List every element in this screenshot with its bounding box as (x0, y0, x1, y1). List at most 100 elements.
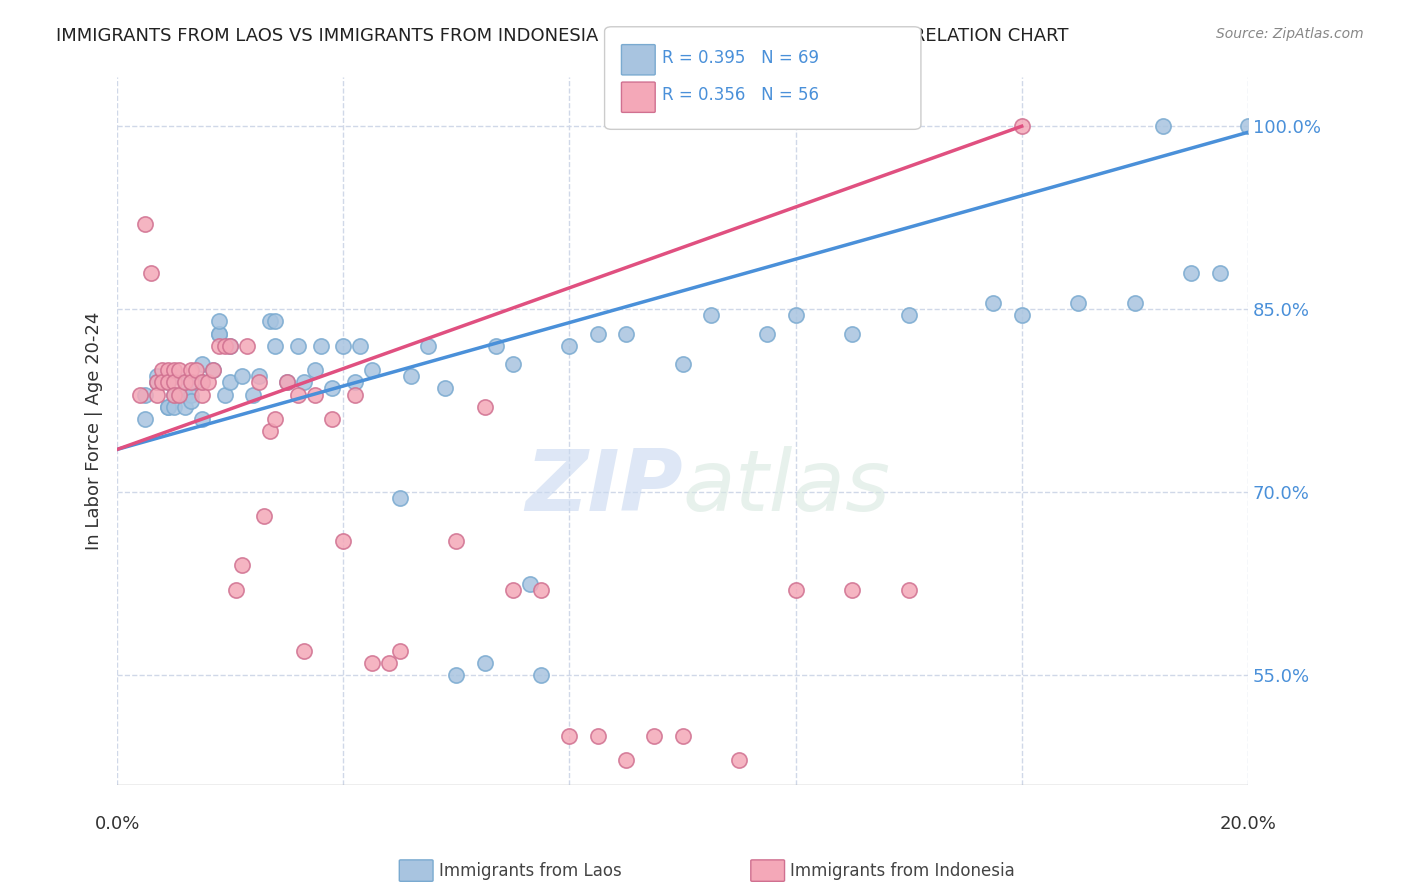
Immigrants from Laos (1152, 120, 1174, 134)
Immigrants from Laos (756, 326, 779, 341)
Immigrants from Laos (191, 357, 214, 371)
Immigrants from Indonesia (1011, 120, 1033, 134)
Immigrants from Laos (614, 326, 637, 341)
Immigrants from Indonesia (292, 643, 315, 657)
Immigrants from Laos (1180, 266, 1202, 280)
Immigrants from Indonesia (897, 582, 920, 597)
Immigrants from Indonesia (197, 376, 219, 390)
Immigrants from Indonesia (169, 363, 191, 377)
Immigrants from Indonesia (169, 387, 191, 401)
Immigrants from Indonesia (728, 753, 751, 767)
Immigrants from Laos (134, 387, 156, 401)
Immigrants from Laos (174, 387, 197, 401)
Immigrants from Indonesia (202, 363, 225, 377)
Immigrants from Laos (208, 326, 231, 341)
Immigrants from Laos (700, 308, 723, 322)
Immigrants from Laos (264, 314, 287, 328)
Immigrants from Laos (231, 369, 253, 384)
Immigrants from Laos (446, 668, 468, 682)
Immigrants from Laos (264, 339, 287, 353)
Immigrants from Indonesia (671, 729, 693, 743)
Immigrants from Indonesia (174, 376, 197, 390)
Immigrants from Indonesia (586, 729, 609, 743)
Immigrants from Indonesia (180, 376, 202, 390)
Immigrants from Laos (186, 376, 208, 390)
Immigrants from Indonesia (157, 376, 180, 390)
Immigrants from Indonesia (163, 387, 186, 401)
Text: 20.0%: 20.0% (1219, 815, 1277, 833)
Immigrants from Laos (208, 326, 231, 341)
Immigrants from Laos (247, 369, 270, 384)
Y-axis label: In Labor Force | Age 20-24: In Labor Force | Age 20-24 (86, 312, 103, 550)
Immigrants from Laos (841, 326, 863, 341)
Immigrants from Laos (897, 308, 920, 322)
Immigrants from Laos (191, 376, 214, 390)
Immigrants from Laos (983, 296, 1005, 310)
Immigrants from Laos (530, 668, 553, 682)
Immigrants from Indonesia (208, 339, 231, 353)
Immigrants from Indonesia (145, 387, 167, 401)
Text: ZIP: ZIP (524, 446, 682, 529)
Immigrants from Laos (157, 400, 180, 414)
Immigrants from Indonesia (134, 217, 156, 231)
Immigrants from Indonesia (446, 533, 468, 548)
Immigrants from Laos (502, 357, 524, 371)
Immigrants from Indonesia (785, 582, 807, 597)
Immigrants from Indonesia (180, 363, 202, 377)
Immigrants from Indonesia (388, 643, 411, 657)
Immigrants from Laos (485, 339, 508, 353)
Immigrants from Laos (163, 400, 186, 414)
Text: Immigrants from Indonesia: Immigrants from Indonesia (790, 862, 1015, 880)
Immigrants from Indonesia (841, 582, 863, 597)
Immigrants from Indonesia (343, 387, 366, 401)
Immigrants from Laos (145, 369, 167, 384)
Immigrants from Laos (1011, 308, 1033, 322)
Text: IMMIGRANTS FROM LAOS VS IMMIGRANTS FROM INDONESIA IN LABOR FORCE | AGE 20-24 COR: IMMIGRANTS FROM LAOS VS IMMIGRANTS FROM … (56, 27, 1069, 45)
Immigrants from Indonesia (360, 656, 382, 670)
Immigrants from Laos (219, 339, 242, 353)
Immigrants from Indonesia (236, 339, 259, 353)
Immigrants from Laos (219, 376, 242, 390)
Immigrants from Laos (671, 357, 693, 371)
Immigrants from Laos (276, 376, 298, 390)
Immigrants from Laos (434, 381, 457, 395)
Immigrants from Indonesia (502, 582, 524, 597)
Immigrants from Indonesia (139, 266, 162, 280)
Immigrants from Indonesia (163, 376, 186, 390)
Immigrants from Laos (180, 387, 202, 401)
Immigrants from Laos (287, 339, 309, 353)
Immigrants from Laos (304, 363, 326, 377)
Immigrants from Laos (202, 363, 225, 377)
Immigrants from Indonesia (287, 387, 309, 401)
Immigrants from Laos (343, 376, 366, 390)
Text: Immigrants from Laos: Immigrants from Laos (439, 862, 621, 880)
Immigrants from Indonesia (219, 339, 242, 353)
Immigrants from Laos (1123, 296, 1146, 310)
Immigrants from Indonesia (304, 387, 326, 401)
Immigrants from Laos (163, 369, 186, 384)
Immigrants from Laos (332, 339, 354, 353)
Immigrants from Laos (157, 376, 180, 390)
Immigrants from Indonesia (191, 387, 214, 401)
Text: Source: ZipAtlas.com: Source: ZipAtlas.com (1216, 27, 1364, 41)
Immigrants from Indonesia (643, 729, 665, 743)
Text: atlas: atlas (682, 446, 890, 529)
Immigrants from Indonesia (276, 376, 298, 390)
Immigrants from Laos (242, 387, 264, 401)
Immigrants from Indonesia (152, 376, 174, 390)
Immigrants from Indonesia (530, 582, 553, 597)
Immigrants from Laos (416, 339, 439, 353)
Immigrants from Laos (309, 339, 332, 353)
Immigrants from Indonesia (474, 400, 496, 414)
Immigrants from Laos (558, 339, 581, 353)
Immigrants from Laos (586, 326, 609, 341)
Immigrants from Laos (134, 412, 156, 426)
Immigrants from Indonesia (247, 376, 270, 390)
Immigrants from Indonesia (191, 376, 214, 390)
Immigrants from Indonesia (614, 753, 637, 767)
Immigrants from Laos (1237, 120, 1260, 134)
Immigrants from Indonesia (186, 363, 208, 377)
Immigrants from Indonesia (321, 412, 343, 426)
Immigrants from Indonesia (231, 558, 253, 573)
Immigrants from Laos (157, 400, 180, 414)
